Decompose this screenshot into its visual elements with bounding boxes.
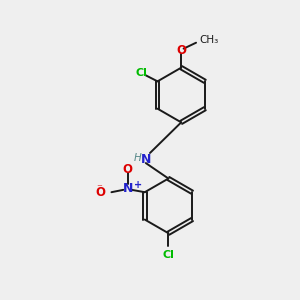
Text: +: +: [134, 180, 142, 190]
Text: O: O: [123, 163, 133, 176]
Text: H: H: [134, 153, 142, 163]
Text: O: O: [95, 186, 105, 199]
Text: CH₃: CH₃: [199, 35, 218, 45]
Text: N: N: [141, 153, 151, 166]
Text: N: N: [123, 182, 133, 195]
Text: ⁻: ⁻: [97, 183, 103, 193]
Text: Cl: Cl: [135, 68, 147, 78]
Text: O: O: [176, 44, 186, 57]
Text: Cl: Cl: [163, 250, 174, 260]
